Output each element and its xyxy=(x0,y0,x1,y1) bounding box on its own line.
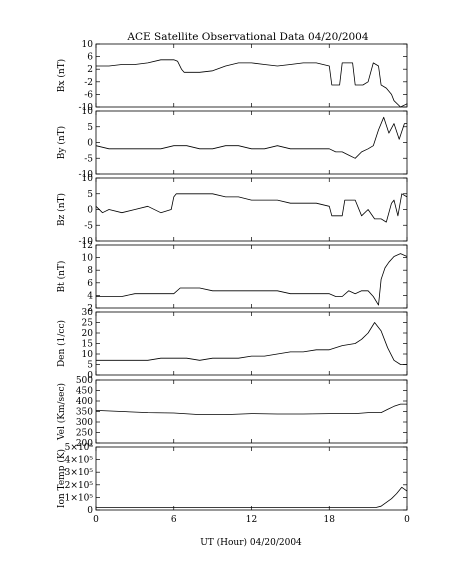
y-tick-label: 250 xyxy=(76,429,93,439)
y-tick-label: -5 xyxy=(84,221,93,231)
series-line xyxy=(96,59,408,108)
panel-1: 10 6 2 -2 -6 -10 Bx (nT) xyxy=(56,40,408,113)
y-tick-label: 6 xyxy=(87,279,93,289)
y-tick-label: 0 xyxy=(87,139,93,149)
y-axis-title: Bt (nT) xyxy=(56,261,67,293)
panel-4: 12 10 8 6 4 2 Bt (nT) xyxy=(56,241,408,314)
y-tick-label: 2 xyxy=(87,65,93,75)
y-tick-label: 8 xyxy=(87,266,93,276)
panel-frame xyxy=(95,244,408,309)
y-tick-label: 10 xyxy=(82,40,94,50)
y-tick-label: 4 xyxy=(87,291,93,301)
y-axis-title: Den (1/cc) xyxy=(56,320,67,367)
x-axis-title: UT (Hour) 04/20/2004 xyxy=(200,537,302,548)
y-tick-label: 5×10⁵ xyxy=(65,443,94,453)
series-line xyxy=(96,253,408,306)
y-tick-label: 0 xyxy=(87,206,93,216)
panel-frame xyxy=(95,311,408,376)
y-tick-label: 5 xyxy=(87,123,93,133)
y-tick-label: 20 xyxy=(82,329,94,339)
y-tick-label: 10 xyxy=(82,174,94,184)
y-tick-label: -5 xyxy=(84,154,93,164)
y-axis-title: Ion Temp (K) xyxy=(56,449,67,508)
series-line xyxy=(95,193,408,223)
y-tick-label: 10 xyxy=(82,107,94,117)
x-tick-label: 12 xyxy=(246,515,257,525)
y-tick-label: 450 xyxy=(76,387,93,397)
y-tick-label: 200 xyxy=(76,439,93,449)
y-tick-label: 0 xyxy=(87,506,93,516)
panel-frame xyxy=(95,177,408,242)
panel-3: 10 5 0 -5 -10 Bz (nT) xyxy=(56,174,408,247)
series-line xyxy=(96,486,408,508)
y-axis-title: Bx (nT) xyxy=(56,59,67,92)
y-tick-label: -10 xyxy=(79,103,94,113)
y-tick-label: 12 xyxy=(82,241,93,251)
y-axis-title: By (nT) xyxy=(56,126,67,159)
panel-frame xyxy=(95,379,408,444)
y-tick-label: 30 xyxy=(82,308,94,318)
y-tick-label: -2 xyxy=(84,78,93,88)
panel-frame xyxy=(95,110,408,175)
y-tick-label: -10 xyxy=(79,170,94,180)
series-line xyxy=(95,403,407,415)
x-tick-label: 0 xyxy=(93,515,99,525)
panel-frame xyxy=(95,43,408,108)
y-tick-label: 2×10⁵ xyxy=(65,481,94,491)
y-tick-label: 300 xyxy=(76,418,93,428)
panel-2: 10 5 0 -5 -10 By (nT) xyxy=(56,107,408,180)
series-line xyxy=(96,322,407,365)
y-tick-label: 1×10⁵ xyxy=(65,493,94,503)
y-axis-title: Bz (nT) xyxy=(56,193,67,226)
y-tick-label: 5 xyxy=(87,361,93,371)
y-tick-label: 400 xyxy=(76,397,93,407)
y-tick-label: 6 xyxy=(87,53,93,63)
y-axis-title: Vel (Km/sec) xyxy=(56,383,67,441)
x-tick-label: 6 xyxy=(171,515,177,525)
y-tick-label: 500 xyxy=(76,376,93,386)
y-tick-label: 2 xyxy=(87,304,93,314)
y-tick-label: 350 xyxy=(76,408,93,418)
y-tick-label: -10 xyxy=(79,237,94,247)
y-tick-label: 10 xyxy=(82,254,94,264)
panel-frame xyxy=(95,446,408,511)
chart-title: ACE Satellite Observational Data 04/20/2… xyxy=(126,31,368,43)
y-tick-label: 0 xyxy=(87,371,93,381)
series-line xyxy=(95,116,407,159)
y-tick-label: 25 xyxy=(82,319,94,329)
y-tick-label: 5 xyxy=(87,190,93,200)
y-tick-label: 15 xyxy=(82,340,94,350)
x-tick-label: 0 xyxy=(404,515,410,525)
x-tick-label: 18 xyxy=(324,515,336,525)
y-tick-label: 10 xyxy=(82,350,94,360)
y-tick-label: 3×10⁵ xyxy=(65,468,94,478)
y-tick-label: -6 xyxy=(84,90,93,100)
y-tick-label: 4×10⁵ xyxy=(65,456,94,466)
